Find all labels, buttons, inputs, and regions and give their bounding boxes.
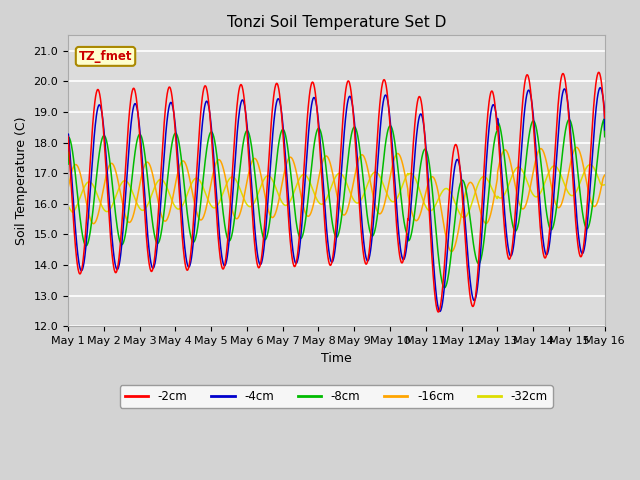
- Text: TZ_fmet: TZ_fmet: [79, 50, 132, 63]
- Legend: -2cm, -4cm, -8cm, -16cm, -32cm: -2cm, -4cm, -8cm, -16cm, -32cm: [120, 385, 553, 408]
- Title: Tonzi Soil Temperature Set D: Tonzi Soil Temperature Set D: [227, 15, 446, 30]
- Y-axis label: Soil Temperature (C): Soil Temperature (C): [15, 117, 28, 245]
- X-axis label: Time: Time: [321, 352, 352, 365]
